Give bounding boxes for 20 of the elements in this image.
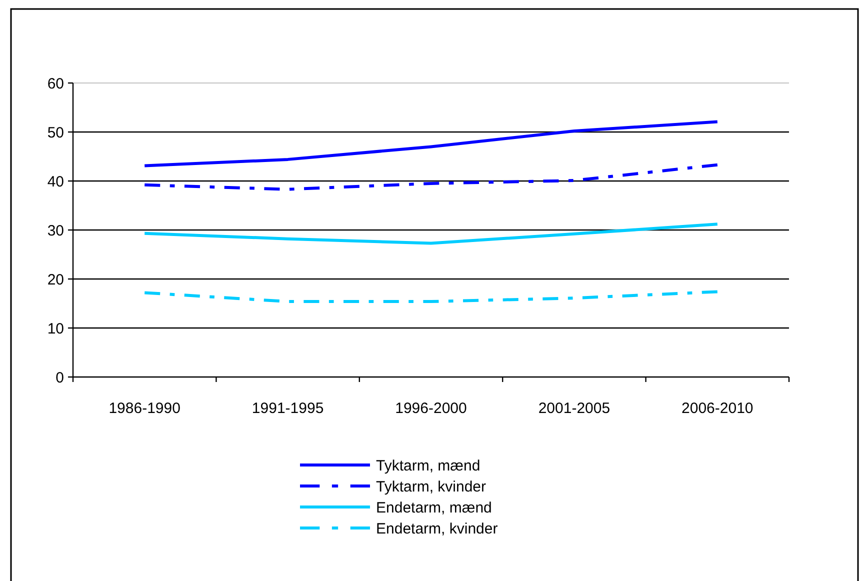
x-tick-label: 1996-2000 xyxy=(395,400,467,417)
x-tick-label: 1991-1995 xyxy=(252,400,324,417)
legend-label: Endetarm, kvinder xyxy=(376,520,498,538)
y-tick-label: 30 xyxy=(47,222,64,240)
legend-label: Tyktarm, kvinder xyxy=(376,478,486,496)
y-tick-label: 50 xyxy=(47,124,64,142)
legend-label: Endetarm, mænd xyxy=(376,499,492,516)
x-tick-label: 2006-2010 xyxy=(682,400,754,417)
y-tick-label: 20 xyxy=(47,271,64,288)
x-tick-label: 1986-1990 xyxy=(108,400,180,417)
y-tick-label: 60 xyxy=(47,75,64,92)
x-tick-label: 2001-2005 xyxy=(538,400,610,417)
line-series xyxy=(143,222,719,245)
line-series xyxy=(143,290,719,304)
y-tick-label: 10 xyxy=(47,320,64,338)
line-series xyxy=(143,163,719,191)
line-series xyxy=(143,120,719,168)
legend-label: Tyktarm, mænd xyxy=(376,457,480,474)
y-tick-label: 0 xyxy=(56,369,64,386)
y-tick-label: 40 xyxy=(47,173,64,190)
